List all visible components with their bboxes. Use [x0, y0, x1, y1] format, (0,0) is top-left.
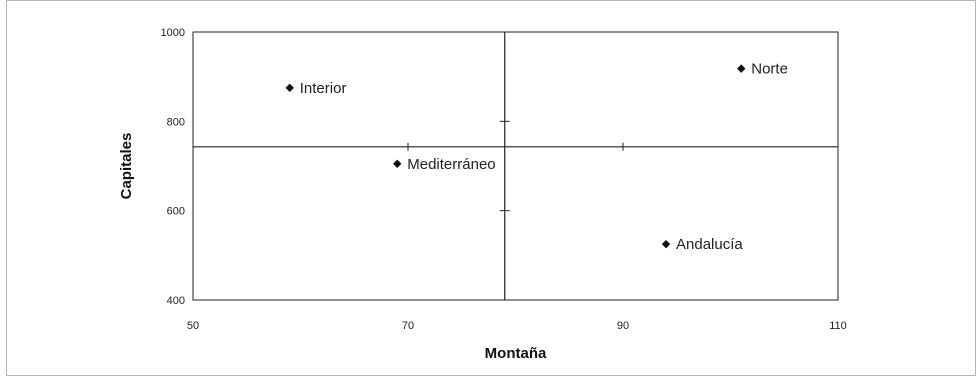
data-point-label: Interior: [300, 80, 347, 97]
y-tick-label: 1000: [161, 27, 185, 39]
data-point-label: Andalucía: [676, 236, 743, 253]
x-tick-label: 70: [402, 320, 414, 332]
x-tick-label: 90: [617, 320, 629, 332]
y-tick-label: 600: [167, 206, 185, 218]
reference-lines: [193, 32, 838, 300]
x-tick-label: 50: [187, 320, 199, 332]
plot-area: [192, 31, 839, 301]
chart-frame: [6, 0, 976, 376]
y-axis-ticks: 400 600 800 1000: [161, 27, 185, 307]
y-axis-title: Capitales: [118, 133, 135, 200]
x-tick-label: 110: [829, 320, 847, 332]
data-point-marker: [661, 239, 671, 249]
data-point-label: Norte: [751, 61, 788, 78]
data-point-marker: [393, 159, 402, 168]
data-points: Interior Norte Mediterráneo Andalucía: [285, 61, 788, 253]
x-axis-title: Montaña: [485, 345, 547, 362]
data-point-marker: [737, 64, 746, 73]
data-point-marker: [285, 83, 294, 93]
x-axis-ticks: 50 70 90 110: [187, 320, 847, 332]
data-point-label: Mediterráneo: [407, 156, 495, 173]
y-tick-label: 400: [167, 295, 185, 307]
y-tick-label: 800: [167, 116, 185, 128]
